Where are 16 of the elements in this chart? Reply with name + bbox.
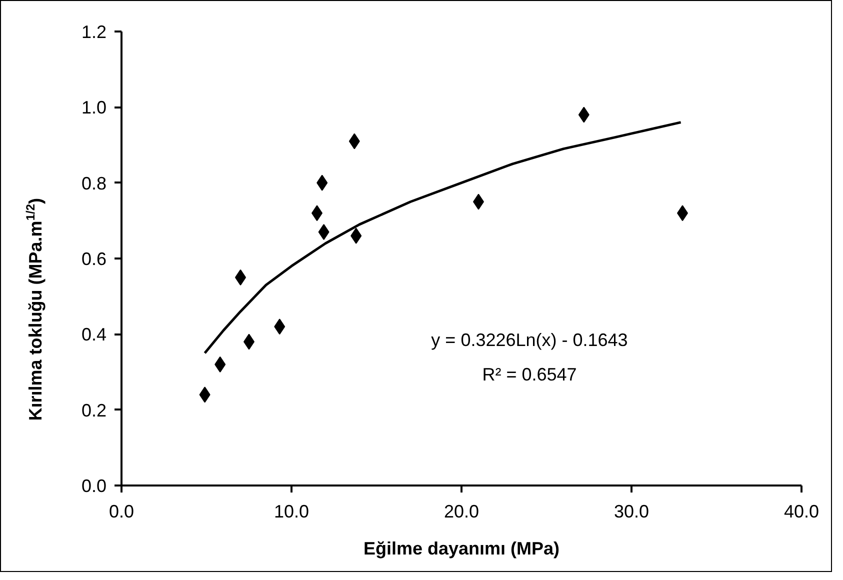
annotation: y = 0.3226Ln(x) - 0.1643 (431, 330, 628, 350)
line-series (204, 121, 682, 354)
x-tick-label: 30.0 (614, 502, 650, 522)
y-tick-label: 0.2 (81, 400, 107, 420)
x-tick-label: 40.0 (784, 502, 820, 522)
annotation: R² = 0.6547 (482, 364, 577, 384)
x-axis-title: Eğilme dayanımı (MPa) (363, 538, 560, 558)
x-tick-label: 20.0 (444, 502, 480, 522)
y-tick-label: 0.4 (81, 324, 107, 345)
y-tick-label: 0.0 (81, 476, 107, 496)
x-tick-label: 0.0 (108, 502, 134, 522)
y-tick-label: 1.2 (81, 22, 107, 42)
y-tick-label: 0.8 (81, 173, 107, 194)
x-tick-label: 10.0 (274, 502, 310, 522)
y-tick-label: 1.0 (81, 98, 107, 118)
y-tick-label: 0.6 (81, 249, 107, 269)
